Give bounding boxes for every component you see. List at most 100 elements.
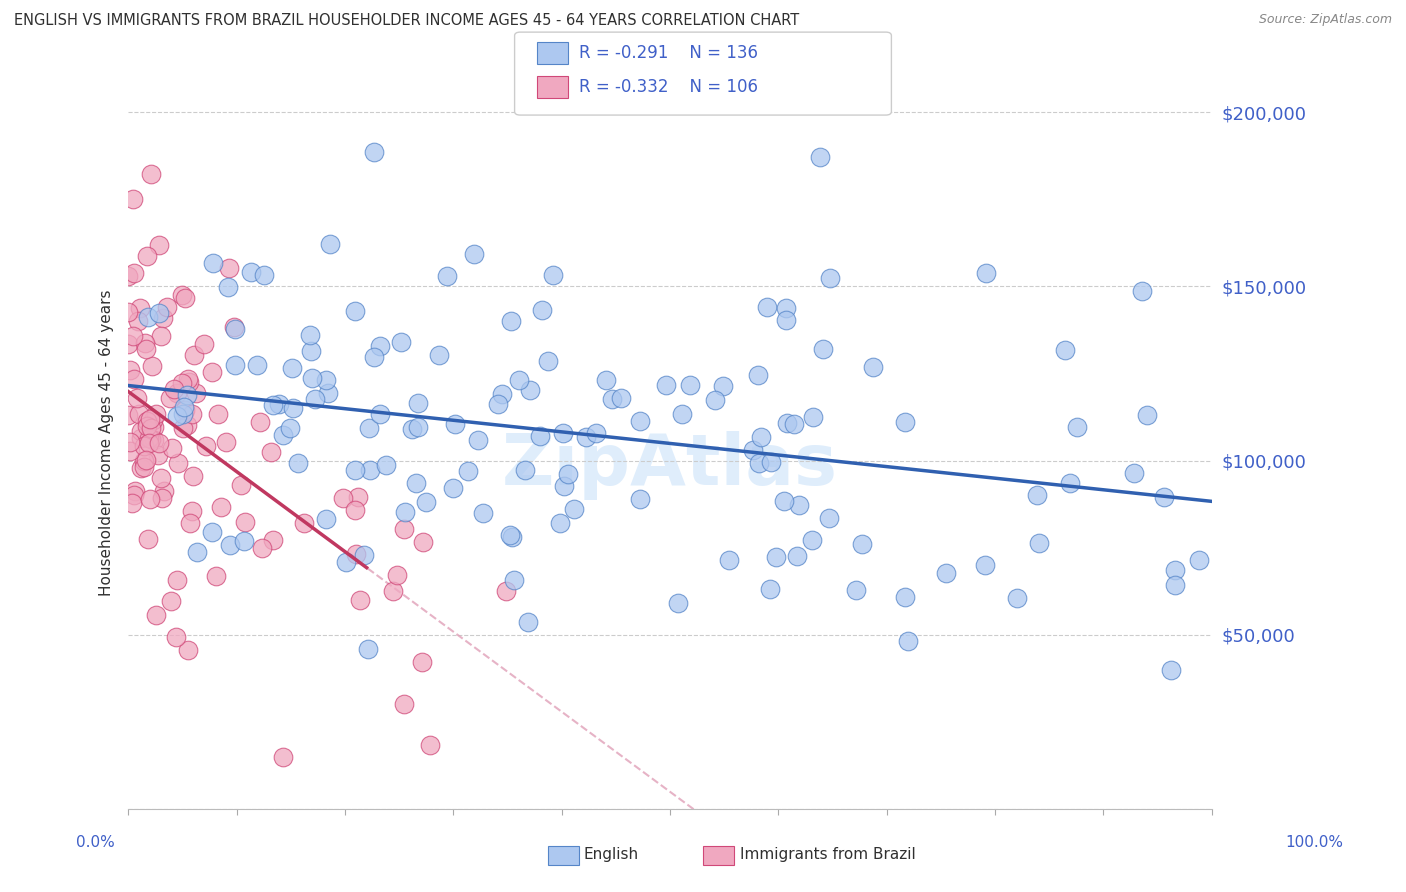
Point xyxy=(316,386,339,401)
Y-axis label: Householder Income Ages 45 - 64 years: Householder Income Ages 45 - 64 years xyxy=(100,290,114,597)
Point xyxy=(249,415,271,429)
Point xyxy=(862,360,884,375)
Point xyxy=(135,249,157,263)
Point xyxy=(193,337,215,351)
Point xyxy=(304,392,326,406)
Point xyxy=(177,642,200,657)
Point xyxy=(287,456,309,470)
Point xyxy=(156,300,179,314)
Point xyxy=(205,569,228,583)
Point xyxy=(412,534,434,549)
Point xyxy=(170,288,193,302)
Point xyxy=(1136,408,1159,422)
Point xyxy=(1164,578,1187,592)
Point xyxy=(166,409,188,424)
Point xyxy=(515,463,537,477)
Point xyxy=(129,460,152,475)
Point xyxy=(765,549,787,564)
Point xyxy=(818,511,841,525)
Point xyxy=(135,453,157,467)
Point xyxy=(704,392,727,407)
Point xyxy=(129,431,152,445)
Point xyxy=(537,354,560,368)
Point xyxy=(508,373,530,387)
Point xyxy=(610,392,633,406)
Point xyxy=(138,436,160,450)
Point xyxy=(132,439,155,453)
Point xyxy=(122,488,145,502)
Point xyxy=(1028,536,1050,550)
Point xyxy=(808,150,831,164)
Point xyxy=(495,584,517,599)
Point xyxy=(851,537,873,551)
Point xyxy=(436,268,458,283)
Point xyxy=(1066,420,1088,434)
Point xyxy=(150,329,173,343)
Point xyxy=(142,420,165,434)
Point xyxy=(359,463,381,477)
Point xyxy=(1054,343,1077,358)
Point xyxy=(357,642,380,657)
Point xyxy=(292,516,315,530)
Point xyxy=(207,407,229,421)
Point xyxy=(239,265,262,279)
Point xyxy=(776,416,799,430)
Point xyxy=(441,481,464,495)
Point xyxy=(1153,490,1175,504)
Point xyxy=(176,388,198,402)
Point xyxy=(145,408,167,422)
Point xyxy=(229,478,252,492)
Point xyxy=(315,512,337,526)
Point xyxy=(1130,285,1153,299)
Point xyxy=(224,321,246,335)
Point xyxy=(159,594,181,608)
Point xyxy=(138,430,160,444)
Point xyxy=(394,505,416,519)
Point xyxy=(548,516,571,531)
Point xyxy=(250,541,273,555)
Point xyxy=(218,261,240,276)
Point xyxy=(117,304,139,318)
Point xyxy=(179,516,201,530)
Point xyxy=(457,464,479,478)
Point xyxy=(267,397,290,411)
Point xyxy=(463,246,485,260)
Point xyxy=(186,545,208,559)
Point xyxy=(782,417,804,432)
Point xyxy=(118,434,141,449)
Point xyxy=(262,533,284,547)
Point xyxy=(562,502,585,516)
Point xyxy=(368,407,391,421)
Text: English: English xyxy=(583,847,638,862)
Text: ZipAtlas: ZipAtlas xyxy=(502,431,838,500)
Point xyxy=(775,312,797,326)
Point xyxy=(772,494,794,508)
Point xyxy=(363,145,385,159)
Point xyxy=(315,373,337,387)
Point xyxy=(666,596,689,610)
Point xyxy=(741,442,763,457)
Point xyxy=(406,396,429,410)
Point xyxy=(1163,563,1185,577)
Point xyxy=(318,236,340,251)
Point xyxy=(176,372,198,386)
Point xyxy=(298,328,321,343)
Point xyxy=(145,608,167,623)
Point xyxy=(125,391,148,405)
Point xyxy=(406,419,429,434)
Point xyxy=(801,409,824,424)
Point xyxy=(201,525,224,540)
Point xyxy=(172,407,194,421)
Point xyxy=(209,500,232,515)
Point xyxy=(415,495,437,509)
Point xyxy=(411,656,433,670)
Point xyxy=(135,414,157,428)
Point xyxy=(148,436,170,450)
Point xyxy=(897,633,920,648)
Point xyxy=(1188,552,1211,566)
Point xyxy=(117,337,139,351)
Point xyxy=(222,319,245,334)
Point xyxy=(122,329,145,343)
Point xyxy=(747,368,769,383)
Point xyxy=(166,574,188,588)
